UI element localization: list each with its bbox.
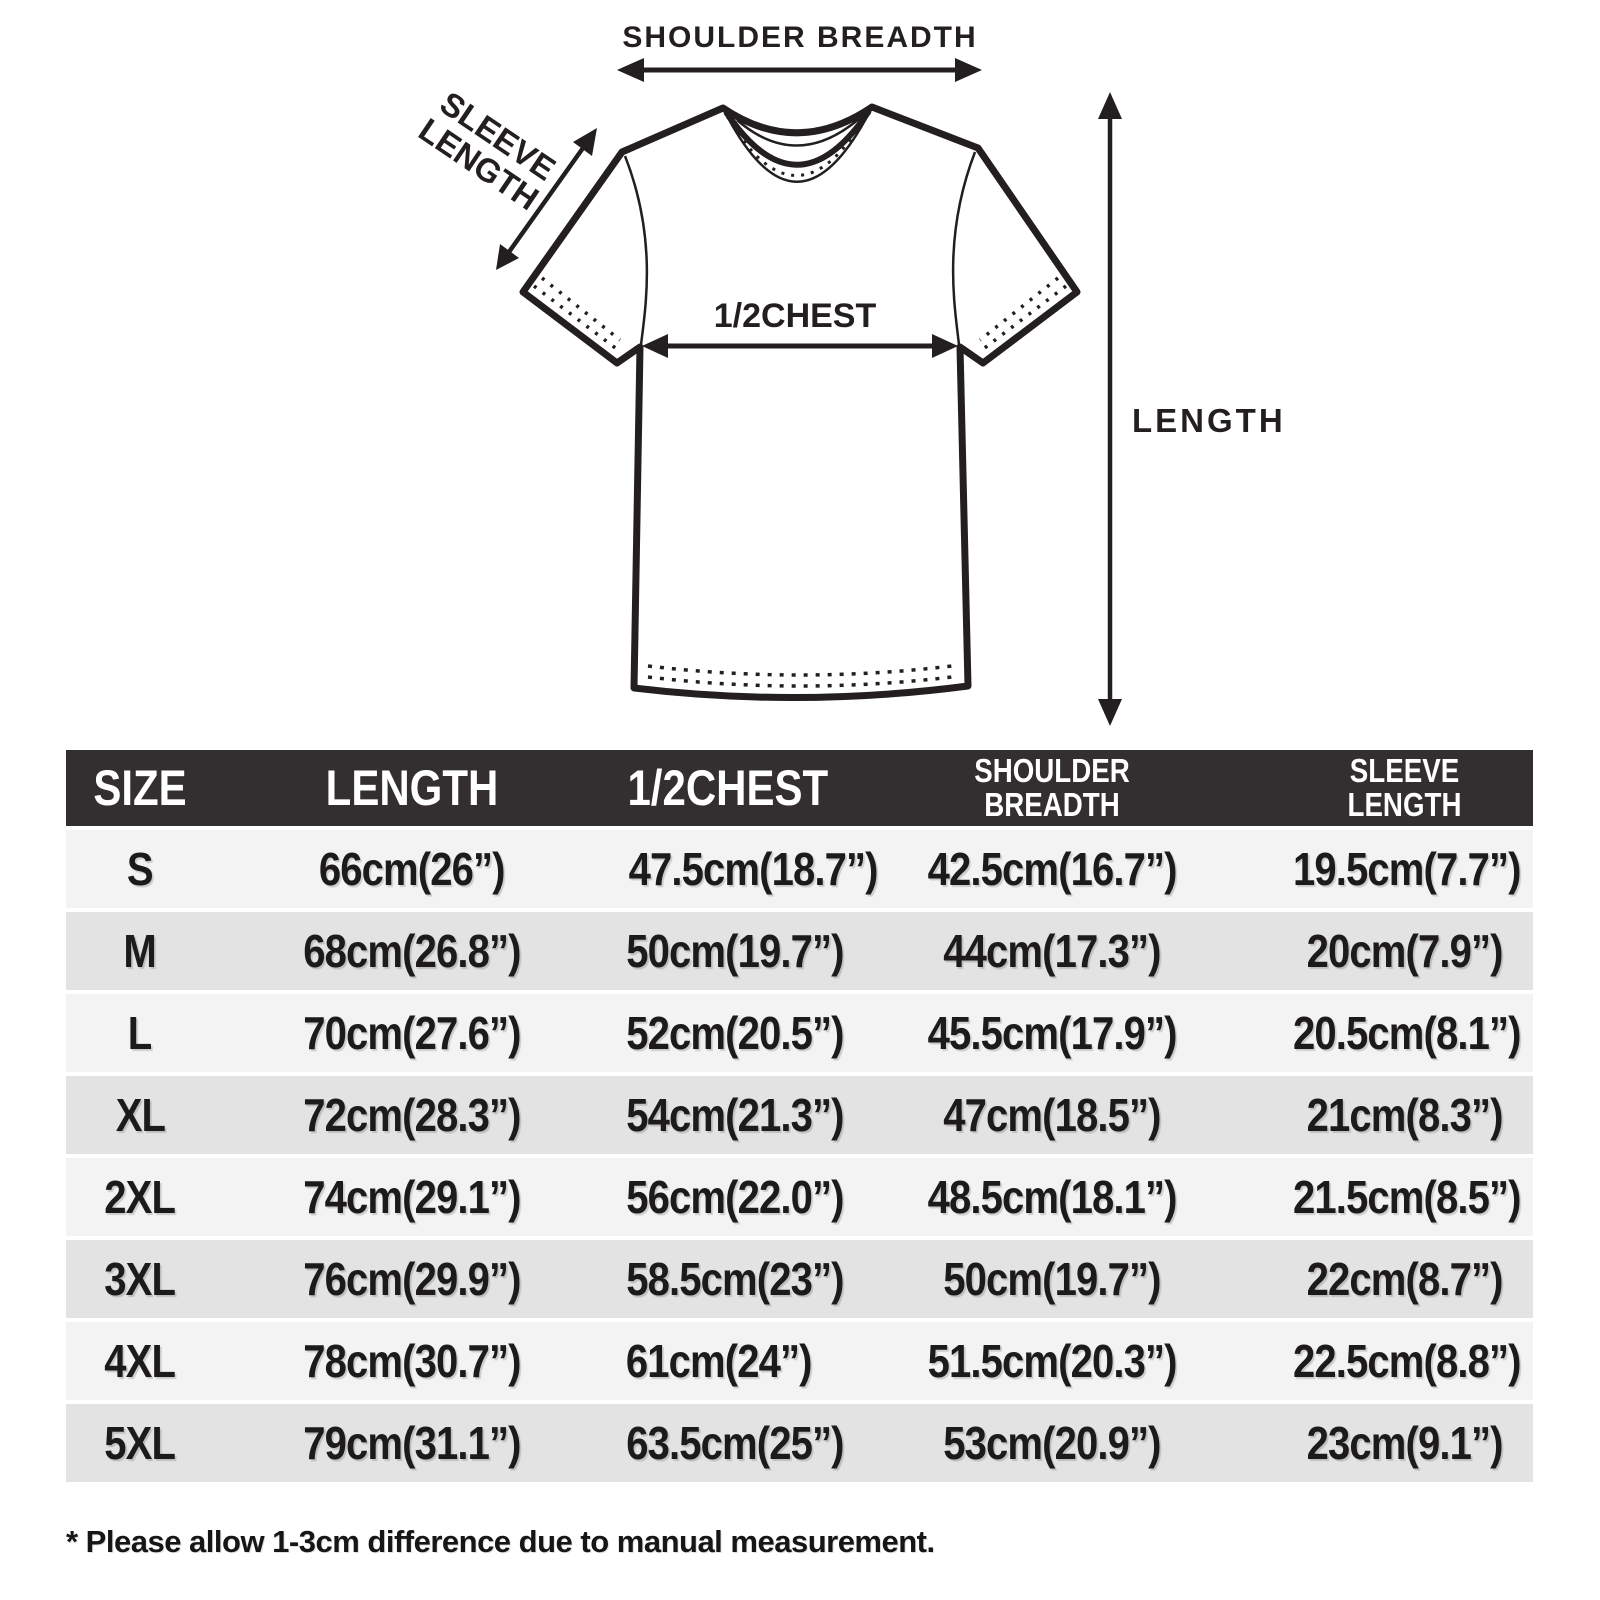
cell-shoulder-breadth: 47cm(18.5”): [828, 1076, 1276, 1158]
table-row-s: S 66cm(26”) 47.5cm(18.7”) 42.5cm(16.7”) …: [66, 830, 1533, 912]
cell-shoulder-breadth: 48.5cm(18.1”): [828, 1158, 1276, 1240]
cell-shoulder-breadth: 53cm(20.9”): [828, 1404, 1276, 1486]
table-row-5xl: 5XL 79cm(31.1”) 63.5cm(25”) 53cm(20.9”) …: [66, 1404, 1533, 1486]
right-cuff-stitch-dotted: [978, 276, 1068, 352]
cell-size: M: [66, 912, 214, 994]
shoulder-breadth-label: SHOULDER BREADTH: [622, 21, 977, 54]
cell-shoulder-breadth: 44cm(17.3”): [828, 912, 1276, 994]
cell-shoulder-breadth: 42.5cm(16.7”): [828, 830, 1276, 912]
cell-shoulder-breadth: 50cm(19.7”): [828, 1240, 1276, 1322]
tshirt-measurement-diagram: SHOULDER BREADTH SLEEVE LENGTH 1/2CHEST …: [412, 21, 1286, 726]
column-header-half-chest: 1/2CHEST: [610, 750, 828, 830]
cell-sleeve-length: 21.5cm(8.5”): [1276, 1158, 1533, 1240]
cell-length: 66cm(26”): [214, 830, 610, 912]
column-header-length: LENGTH: [214, 750, 610, 830]
cell-sleeve-length: 19.5cm(7.7”): [1276, 830, 1533, 912]
table-row-xl: XL 72cm(28.3”) 54cm(21.3”) 47cm(18.5”) 2…: [66, 1076, 1533, 1158]
size-chart-table: SIZE LENGTH 1/2CHEST SHOULDER BREADTH SLE…: [66, 750, 1533, 1486]
collar-band-bottom-line: [723, 109, 872, 168]
cell-half-chest: 56cm(22.0”): [610, 1158, 844, 1240]
table-row-m: M 68cm(26.8”) 50cm(19.7”) 44cm(17.3”) 20…: [66, 912, 1533, 994]
cell-half-chest: 47.5cm(18.7”): [610, 830, 878, 912]
left-cuff-stitch-dotted: [532, 276, 622, 352]
table-row-4xl: 4XL 78cm(30.7”) 61cm(24”) 51.5cm(20.3”) …: [66, 1322, 1533, 1404]
cell-size: L: [66, 994, 214, 1076]
collar-back-neck-line: [736, 117, 861, 147]
cell-size: S: [66, 830, 214, 912]
cell-size: XL: [66, 1076, 214, 1158]
cell-sleeve-length: 20cm(7.9”): [1276, 912, 1533, 994]
armhole-seam-right: [951, 151, 977, 346]
armhole-seam-left: [623, 155, 649, 346]
shoulder-breadth-arrow: [617, 58, 982, 82]
cell-size: 4XL: [66, 1322, 214, 1404]
table-row-2xl: 2XL 74cm(29.1”) 56cm(22.0”) 48.5cm(18.1”…: [66, 1158, 1533, 1240]
cell-sleeve-length: 23cm(9.1”): [1276, 1404, 1533, 1486]
collar-stitch-dotted-line: [725, 113, 869, 177]
cell-sleeve-length: 22cm(8.7”): [1276, 1240, 1533, 1322]
sleeve-length-arrow: [496, 128, 597, 270]
cell-half-chest: 61cm(24”): [610, 1322, 828, 1404]
hem-stitch-dotted: [647, 664, 953, 688]
cell-length: 78cm(30.7”): [214, 1322, 610, 1404]
cell-size: 5XL: [66, 1404, 214, 1486]
cell-size: 3XL: [66, 1240, 214, 1322]
cell-half-chest: 58.5cm(23”): [610, 1240, 844, 1322]
table-header-row: SIZE LENGTH 1/2CHEST SHOULDER BREADTH SLE…: [66, 750, 1533, 830]
cell-half-chest: 63.5cm(25”): [610, 1404, 844, 1486]
sleeve-length-label: SLEEVE LENGTH: [412, 84, 562, 217]
measurement-disclaimer: * Please allow 1-3cm difference due to m…: [66, 1524, 935, 1559]
cell-size: 2XL: [66, 1158, 214, 1240]
column-header-sleeve-length: SLEEVE LENGTH: [1276, 750, 1533, 830]
length-arrow: [1098, 92, 1122, 726]
cell-length: 76cm(29.9”): [214, 1240, 610, 1322]
tshirt-outline: [519, 103, 1081, 702]
column-header-size: SIZE: [66, 750, 214, 830]
cell-half-chest: 52cm(20.5”): [610, 994, 844, 1076]
cell-length: 79cm(31.1”): [214, 1404, 610, 1486]
cell-length: 74cm(29.1”): [214, 1158, 610, 1240]
cell-length: 70cm(27.6”): [214, 994, 610, 1076]
table-row-3xl: 3XL 76cm(29.9”) 58.5cm(23”) 50cm(19.7”) …: [66, 1240, 1533, 1322]
table-row-l: L 70cm(27.6”) 52cm(20.5”) 45.5cm(17.9”) …: [66, 994, 1533, 1076]
cell-half-chest: 50cm(19.7”): [610, 912, 844, 994]
half-chest-arrow: [642, 334, 958, 358]
length-label: LENGTH: [1132, 402, 1286, 439]
cell-length: 72cm(28.3”): [214, 1076, 610, 1158]
half-chest-label: 1/2CHEST: [714, 297, 877, 335]
cell-sleeve-length: 22.5cm(8.8”): [1276, 1322, 1533, 1404]
cell-half-chest: 54cm(21.3”): [610, 1076, 844, 1158]
cell-sleeve-length: 20.5cm(8.1”): [1276, 994, 1533, 1076]
column-header-shoulder-breadth: SHOULDER BREADTH: [828, 750, 1276, 830]
cell-length: 68cm(26.8”): [214, 912, 610, 994]
cell-shoulder-breadth: 51.5cm(20.3”): [828, 1322, 1276, 1404]
cell-shoulder-breadth: 45.5cm(17.9”): [828, 994, 1276, 1076]
cell-sleeve-length: 21cm(8.3”): [1276, 1076, 1533, 1158]
